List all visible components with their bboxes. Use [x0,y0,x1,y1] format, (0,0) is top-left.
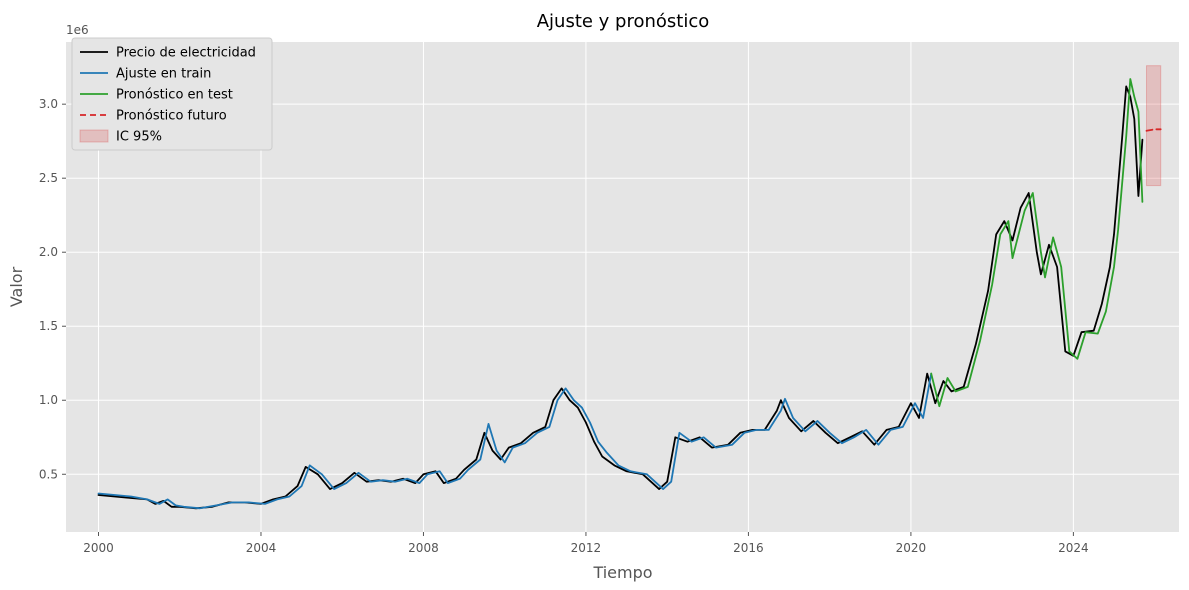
chart-title: Ajuste y pronóstico [537,11,710,32]
legend-label: IC 95% [116,130,162,145]
y-tick-layer: 0.5 1.0 1.5 2.0 2.5 3.0 [39,97,66,481]
legend-label: Precio de electricidad [116,46,256,61]
train-series-line [97,372,933,510]
ci-band [1146,65,1162,187]
forecast-series-line [1145,128,1162,132]
test-series-line [930,78,1144,408]
price-series-line [97,85,1144,510]
x-tick-label: 2016 [733,541,764,555]
x-tick-label: 2020 [896,541,927,555]
y-tick-label: 2.0 [39,245,58,259]
legend-label: Ajuste en train [116,67,211,82]
y-offset-label: 1e6 [66,23,89,37]
y-tick-label: 2.5 [39,171,58,185]
y-axis-title: Valor [7,266,26,307]
x-tick-layer: 2000 2004 2008 2012 2016 2020 2024 [83,532,1089,555]
ci-layer [1146,65,1162,187]
y-tick-label: 1.5 [39,319,58,333]
y-tick-label: 1.0 [39,393,58,407]
legend-items: Precio de electricidad Ajuste en train Pro… [79,46,256,145]
legend-box [71,37,273,151]
x-tick-label: 2008 [408,541,439,555]
y-tick-label: 3.0 [39,97,58,111]
legend-label: Pronóstico futuro [116,109,227,124]
legend-label: Pronóstico en test [116,88,233,103]
x-tick-label: 2004 [246,541,277,555]
x-tick-label: 2000 [83,541,114,555]
x-tick-label: 2024 [1058,541,1089,555]
series-layer [97,78,1162,510]
x-tick-label: 2012 [571,541,602,555]
legend: Precio de electricidad Ajuste en train Pro… [71,37,273,151]
legend-swatch-ci [79,129,109,143]
y-tick-label: 0.5 [39,467,58,481]
x-axis-title: Tiempo [592,563,652,582]
